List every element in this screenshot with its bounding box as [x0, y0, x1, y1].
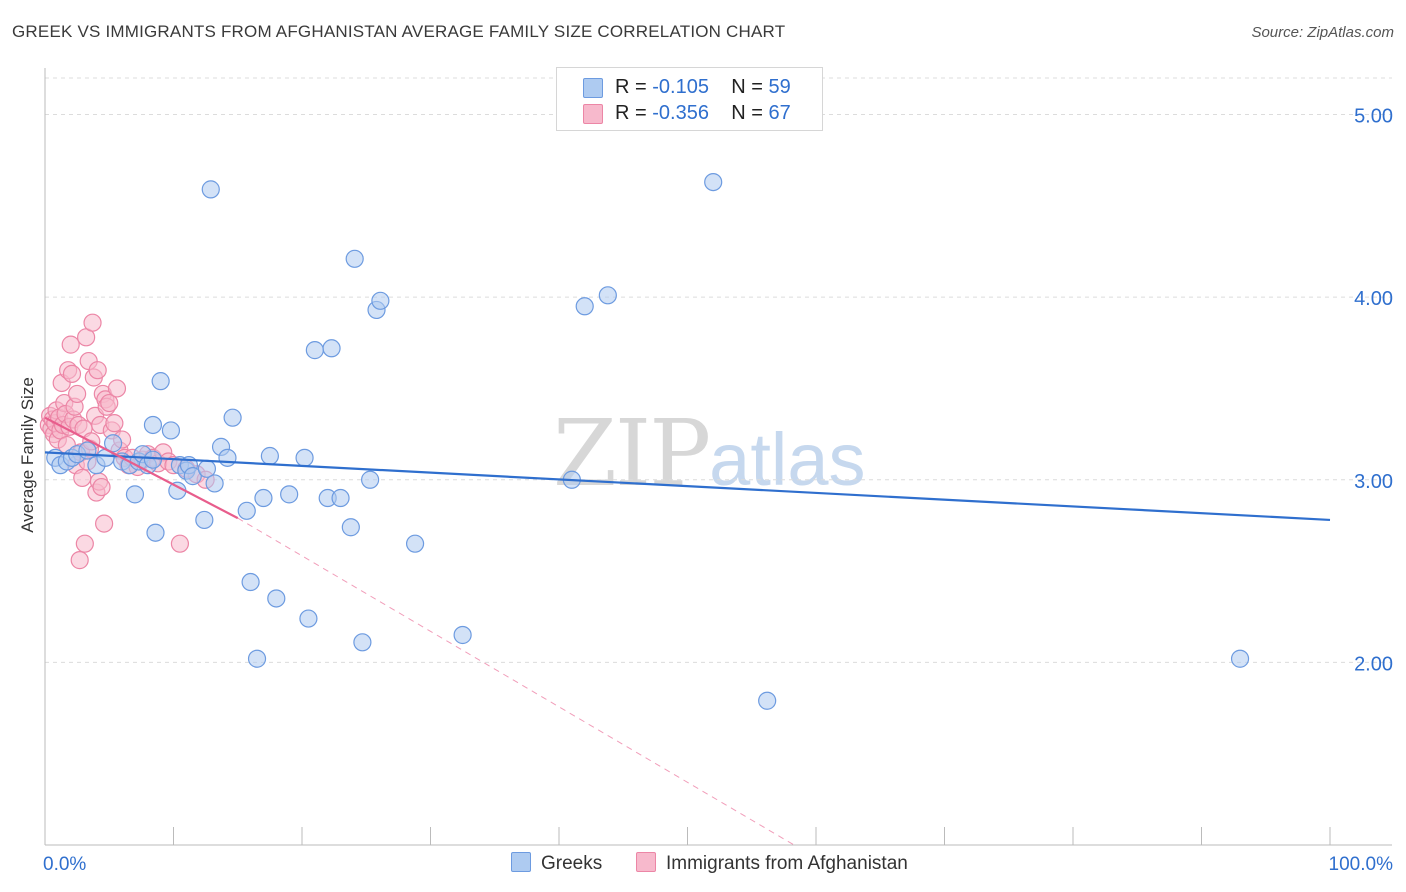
- point-afghanistan[interactable]: [83, 313, 102, 332]
- point-greeks[interactable]: [195, 510, 214, 530]
- point-greeks[interactable]: [704, 172, 723, 192]
- point-greeks[interactable]: [161, 421, 181, 440]
- watermark-zip: ZIP: [553, 400, 711, 507]
- point-greeks[interactable]: [125, 485, 145, 504]
- point-greeks[interactable]: [241, 572, 260, 592]
- point-greeks[interactable]: [260, 446, 279, 466]
- legend-swatch-afghanistan: [583, 104, 603, 124]
- watermark: ZIPatlas: [553, 400, 865, 507]
- correlation-legend: R = -0.105 N = 59 R = -0.356 N = 67: [556, 67, 823, 131]
- point-afghanistan[interactable]: [68, 384, 87, 404]
- bottom-legend-label-afghanistan: Immigrants from Afghanistan: [666, 853, 908, 874]
- legend-r-value-afghanistan: -0.356: [652, 102, 709, 124]
- trend-extension-afghanistan: [237, 517, 795, 846]
- point-greeks[interactable]: [453, 625, 472, 645]
- legend-r-label: R =: [615, 76, 647, 98]
- legend-n-value-greeks: 59: [768, 76, 791, 98]
- point-greeks[interactable]: [295, 448, 314, 467]
- point-greeks[interactable]: [598, 286, 617, 305]
- point-greeks[interactable]: [247, 649, 267, 668]
- point-greeks[interactable]: [237, 501, 256, 520]
- point-greeks[interactable]: [1230, 649, 1250, 668]
- point-afghanistan[interactable]: [100, 393, 119, 413]
- point-afghanistan[interactable]: [107, 379, 127, 398]
- point-greeks[interactable]: [143, 415, 163, 435]
- legend-n-value-afghanistan: 67: [768, 102, 791, 124]
- y-tick-label-0: 2.00: [1354, 653, 1393, 675]
- point-greeks[interactable]: [341, 518, 360, 537]
- point-greeks[interactable]: [146, 523, 165, 542]
- legend-swatch-greeks: [583, 78, 603, 98]
- point-greeks[interactable]: [201, 180, 220, 199]
- point-greeks[interactable]: [78, 441, 97, 460]
- watermark-atlas: atlas: [709, 418, 866, 501]
- point-afghanistan[interactable]: [88, 361, 107, 380]
- point-greeks[interactable]: [305, 341, 324, 360]
- bottom-legend-swatch-greeks: [511, 852, 531, 872]
- point-greeks[interactable]: [280, 485, 299, 504]
- bottom-legend-label-greeks: Greeks: [541, 853, 603, 874]
- point-greeks[interactable]: [361, 470, 380, 489]
- point-afghanistan[interactable]: [105, 414, 124, 433]
- point-greeks[interactable]: [205, 474, 224, 493]
- point-greeks[interactable]: [575, 297, 594, 316]
- bottom-legend-greeks[interactable]: Greeks: [511, 852, 602, 875]
- point-greeks[interactable]: [345, 249, 364, 268]
- trend-line-greeks: [44, 451, 1331, 522]
- point-afghanistan[interactable]: [70, 551, 89, 570]
- y-tick-label-1: 3.00: [1354, 471, 1393, 493]
- point-greeks[interactable]: [183, 467, 202, 486]
- point-greeks[interactable]: [331, 488, 350, 508]
- point-afghanistan[interactable]: [75, 534, 94, 553]
- x-tick-label-max: 100.0%: [1329, 854, 1394, 875]
- trend-line-afghanistan: [44, 416, 239, 520]
- legend-n-label: N =: [731, 76, 763, 98]
- point-afghanistan[interactable]: [92, 477, 111, 497]
- point-greeks[interactable]: [299, 609, 318, 628]
- point-greeks[interactable]: [353, 633, 372, 652]
- point-greeks[interactable]: [371, 291, 390, 310]
- point-afghanistan[interactable]: [170, 534, 190, 553]
- point-greeks[interactable]: [104, 434, 123, 453]
- point-greeks[interactable]: [267, 589, 286, 608]
- point-greeks[interactable]: [758, 691, 777, 710]
- point-afghanistan[interactable]: [61, 335, 80, 354]
- point-greeks[interactable]: [223, 408, 242, 427]
- point-greeks[interactable]: [322, 339, 341, 358]
- point-greeks[interactable]: [254, 488, 273, 508]
- source-credit: Source: ZipAtlas.com: [1251, 24, 1394, 41]
- chart-title: GREEK VS IMMIGRANTS FROM AFGHANISTAN AVE…: [12, 22, 786, 41]
- legend-n-label: N =: [731, 102, 763, 124]
- y-tick-label-3: 5.00: [1354, 106, 1393, 128]
- legend-r-value-greeks: -0.105: [652, 76, 709, 98]
- y-tick-label-2: 4.00: [1354, 288, 1393, 310]
- point-greeks[interactable]: [143, 450, 163, 469]
- point-greeks[interactable]: [405, 534, 425, 553]
- point-afghanistan[interactable]: [62, 364, 82, 383]
- point-greeks[interactable]: [218, 448, 237, 467]
- point-afghanistan[interactable]: [95, 514, 114, 533]
- point-greeks[interactable]: [151, 372, 170, 391]
- bottom-legend-afghanistan[interactable]: Immigrants from Afghanistan: [636, 852, 908, 875]
- point-afghanistan[interactable]: [73, 468, 92, 488]
- x-tick-label-min: 0.0%: [43, 854, 86, 875]
- bottom-legend-swatch-afghanistan: [636, 852, 656, 872]
- legend-r-label: R =: [615, 102, 647, 124]
